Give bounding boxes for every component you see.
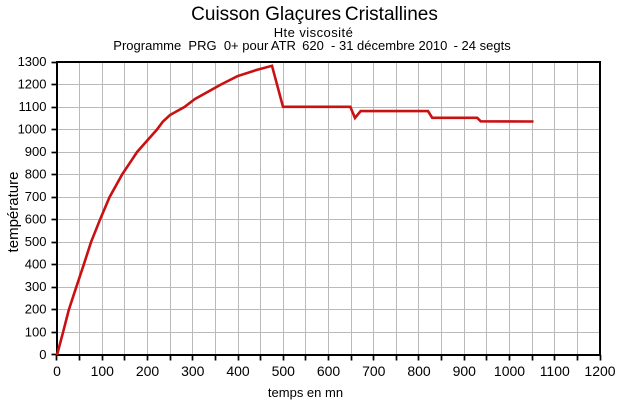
svg-text:700: 700: [25, 189, 47, 204]
svg-text:Programme PRG 0+ pour ATR 6: Programme PRG 0+ pour ATR 620 - 31 décem…: [113, 38, 511, 53]
svg-text:900: 900: [25, 144, 47, 159]
svg-text:100: 100: [91, 363, 115, 379]
svg-text:300: 300: [181, 363, 205, 379]
svg-text:600: 600: [25, 212, 47, 227]
svg-text:1200: 1200: [584, 363, 615, 379]
svg-text:Hte viscosité: Hte viscosité: [274, 25, 354, 40]
svg-text:800: 800: [407, 363, 431, 379]
svg-text:1000: 1000: [494, 363, 525, 379]
svg-text:1100: 1100: [19, 99, 47, 114]
svg-text:0: 0: [39, 347, 46, 362]
svg-text:0: 0: [53, 363, 61, 379]
svg-text:1300: 1300: [18, 54, 47, 69]
svg-text:900: 900: [453, 363, 477, 379]
svg-text:200: 200: [136, 363, 160, 379]
svg-text:500: 500: [25, 234, 47, 249]
svg-text:température: température: [5, 172, 22, 253]
svg-text:700: 700: [362, 363, 386, 379]
svg-text:200: 200: [25, 302, 47, 317]
svg-text:400: 400: [25, 257, 47, 272]
svg-text:Cuisson Glaçures Cristallines: Cuisson Glaçures Cristallines: [191, 4, 438, 25]
svg-text:800: 800: [25, 166, 47, 181]
svg-text:100: 100: [25, 324, 47, 339]
svg-text:500: 500: [272, 363, 296, 379]
svg-text:temps en mn: temps en mn: [268, 385, 343, 400]
svg-text:300: 300: [25, 279, 47, 294]
svg-text:400: 400: [226, 363, 250, 379]
svg-text:1000: 1000: [18, 121, 47, 136]
svg-text:1100: 1100: [540, 363, 570, 379]
svg-text:1200: 1200: [18, 76, 47, 91]
svg-text:600: 600: [317, 363, 341, 379]
